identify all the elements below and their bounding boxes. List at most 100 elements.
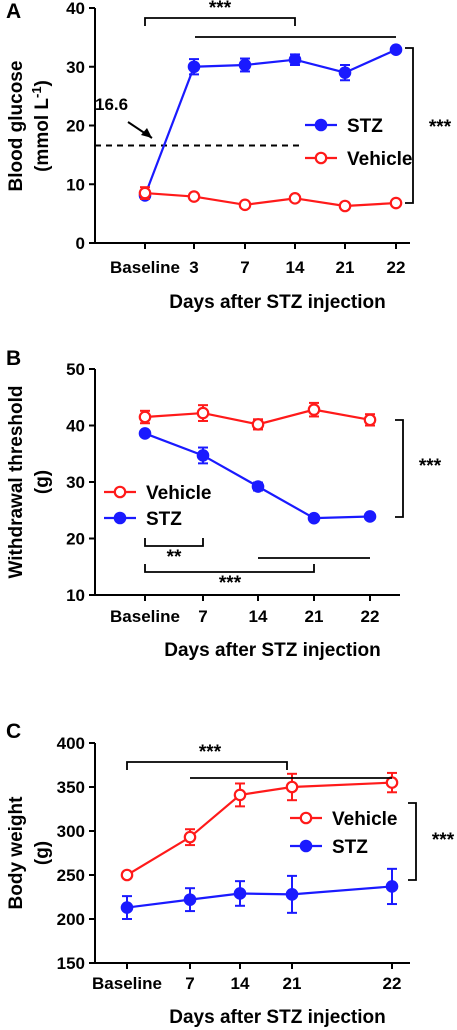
data-point — [389, 43, 403, 57]
y-axis-unit: (g) — [32, 841, 53, 865]
data-point — [251, 480, 265, 493]
data-point — [299, 811, 313, 825]
sig-side-bracket — [408, 802, 417, 881]
y-tick-label: 20 — [66, 530, 85, 549]
x-tick-label: 14 — [286, 258, 305, 277]
x-axis-title: Days after STZ injection — [169, 292, 385, 313]
data-point — [314, 118, 328, 132]
x-tick-label: Baseline — [110, 258, 180, 277]
sig-side-bracket — [395, 419, 404, 518]
sig-side-bracket — [405, 47, 414, 204]
data-point — [314, 151, 328, 165]
x-tick-label: 22 — [383, 974, 402, 993]
threshold-label: 16.6 — [95, 95, 128, 114]
y-tick-label: 200 — [57, 910, 85, 929]
series-line-vehicle — [144, 191, 397, 208]
data-point — [285, 888, 299, 901]
data-point — [299, 839, 313, 853]
data-point — [196, 406, 210, 420]
y-axis-title: Blood glucose — [6, 61, 27, 192]
data-point — [233, 788, 247, 802]
data-point — [138, 427, 152, 440]
data-point — [183, 830, 197, 844]
data-point — [385, 880, 399, 893]
data-point — [285, 780, 299, 794]
legend-label: STZ — [146, 509, 182, 530]
y-tick-label: 350 — [57, 778, 85, 797]
series-line-stz — [144, 432, 371, 520]
x-tick-label: 7 — [198, 607, 207, 626]
y-tick-label: 40 — [66, 417, 85, 436]
sig-bracket — [126, 761, 288, 770]
y-tick-label: 250 — [57, 866, 85, 885]
x-tick-label: 14 — [231, 974, 250, 993]
legend-label: STZ — [332, 837, 368, 858]
data-point — [183, 893, 197, 906]
x-tick-label: 21 — [283, 974, 302, 993]
x-tick-label: 3 — [189, 258, 198, 277]
series-line-stz — [126, 885, 393, 909]
y-axis-unit: (g) — [32, 470, 53, 494]
y-tick-label: 300 — [57, 822, 85, 841]
y-tick-label: 0 — [76, 234, 85, 253]
data-point — [120, 868, 134, 882]
data-point — [196, 449, 210, 462]
data-point — [338, 66, 352, 79]
panel-letter: A — [6, 0, 21, 23]
y-axis-title: Withdrawal threshold — [6, 385, 27, 578]
y-tick-label: 30 — [66, 473, 85, 492]
sig-label: *** — [199, 742, 222, 763]
data-point — [233, 887, 247, 900]
data-point — [238, 58, 252, 72]
data-point — [338, 199, 352, 213]
y-tick-label: 10 — [66, 586, 85, 605]
x-tick-label: 21 — [305, 607, 324, 626]
x-axis-title: Days after STZ injection — [169, 1007, 385, 1028]
y-axis-title: Body weight — [6, 796, 27, 910]
data-point — [363, 413, 377, 427]
x-tick-label: 7 — [240, 258, 249, 277]
data-point — [113, 511, 127, 525]
threshold-arrowhead — [141, 128, 152, 138]
sig-bracket — [144, 17, 296, 26]
legend-label: Vehicle — [146, 483, 212, 504]
data-point — [288, 192, 302, 205]
data-point — [307, 403, 321, 416]
x-tick-label: 22 — [387, 258, 406, 277]
x-tick-label: 22 — [361, 607, 380, 626]
data-point — [187, 190, 201, 203]
data-point — [113, 485, 127, 499]
data-point — [138, 410, 152, 424]
data-point — [120, 901, 134, 914]
data-point — [363, 510, 377, 523]
x-tick-label: Baseline — [110, 607, 180, 626]
y-tick-label: 150 — [57, 954, 85, 973]
sig-label: *** — [219, 573, 242, 594]
data-point — [307, 511, 321, 525]
y-tick-label: 30 — [66, 58, 85, 77]
x-tick-label: 7 — [185, 974, 194, 993]
legend-label: STZ — [347, 116, 383, 137]
sig-label: *** — [419, 456, 442, 477]
x-tick-label: Baseline — [92, 974, 162, 993]
y-tick-label: 50 — [66, 360, 85, 379]
legend-label: Vehicle — [332, 809, 398, 830]
data-point — [385, 776, 399, 789]
data-point — [389, 196, 403, 210]
chart-panel-C: C 150 200 250 300 350 400 Baseline 7 14 21 22 Days a… — [6, 720, 455, 1028]
y-tick-label: 20 — [66, 117, 85, 136]
panel-letter: B — [6, 347, 21, 370]
sig-bracket — [144, 538, 204, 547]
data-point — [138, 186, 152, 200]
data-point — [251, 418, 265, 431]
y-axis-unit: (mmol L-1) — [29, 80, 54, 172]
x-tick-label: 14 — [249, 607, 268, 626]
sig-label: ** — [167, 547, 182, 568]
x-tick-label: 21 — [336, 258, 355, 277]
y-tick-label: 40 — [66, 0, 85, 18]
sig-label: *** — [432, 830, 455, 851]
series-line-stz — [143, 48, 397, 196]
panel-letter: C — [6, 720, 21, 743]
